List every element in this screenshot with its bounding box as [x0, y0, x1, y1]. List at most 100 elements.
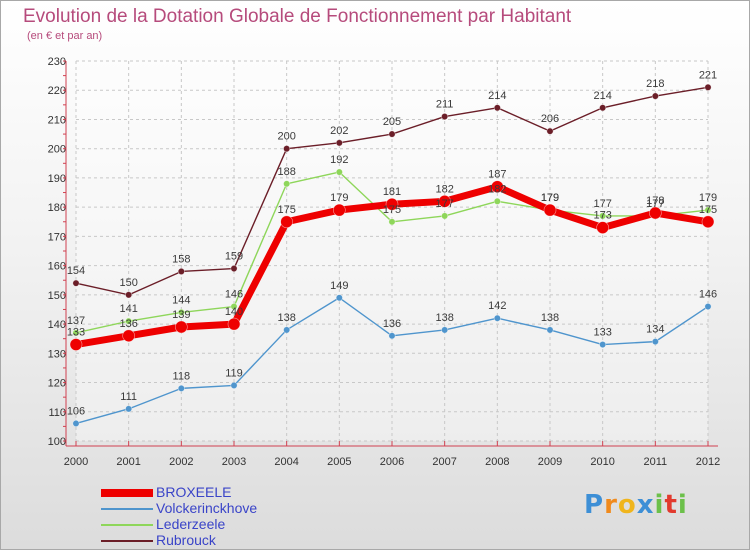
- data-point-rubrouck: [493, 104, 501, 112]
- x-tick-label: 2007: [432, 456, 456, 468]
- data-label-volckerinckhove: 138: [435, 312, 453, 324]
- x-tick-label: 2001: [116, 456, 140, 468]
- data-point-volckerinckhove: [441, 326, 449, 334]
- legend-label: Rubrouck: [156, 532, 216, 548]
- data-label-rubrouck: 214: [488, 90, 506, 102]
- data-point-rubrouck: [125, 291, 133, 299]
- data-label-volckerinckhove: 138: [277, 312, 295, 324]
- data-point-broxeele: [543, 203, 557, 217]
- data-label-lederzeele: 179: [541, 192, 559, 204]
- data-point-volckerinckhove: [230, 381, 238, 389]
- data-point-volckerinckhove: [177, 384, 185, 392]
- legend-label: BROXEELE: [156, 484, 232, 500]
- x-tick-label: 2000: [64, 456, 88, 468]
- data-label-rubrouck: 218: [646, 78, 664, 90]
- data-point-lederzeele: [177, 308, 185, 316]
- data-point-lederzeele: [441, 212, 449, 220]
- logo-letter: P: [584, 490, 605, 520]
- x-tick-label: 2008: [485, 456, 509, 468]
- data-point-rubrouck: [230, 265, 238, 273]
- data-point-volckerinckhove: [283, 326, 291, 334]
- data-label-lederzeele: 192: [330, 154, 348, 166]
- data-point-broxeele: [649, 206, 662, 220]
- data-point-rubrouck: [283, 145, 291, 153]
- data-label-rubrouck: 221: [699, 69, 717, 81]
- data-point-lederzeele: [599, 212, 607, 220]
- data-label-lederzeele: 141: [119, 303, 137, 315]
- data-point-lederzeele: [72, 329, 80, 337]
- y-tick-label: 230: [48, 56, 66, 68]
- data-point-broxeele: [333, 203, 346, 217]
- data-point-volckerinckhove: [335, 294, 343, 302]
- data-label-lederzeele: 182: [488, 183, 506, 195]
- data-point-lederzeele: [493, 197, 501, 205]
- data-point-rubrouck: [388, 130, 396, 138]
- data-point-broxeele: [227, 317, 241, 331]
- data-point-volckerinckhove: [388, 332, 396, 340]
- data-label-volckerinckhove: 146: [699, 289, 717, 301]
- data-point-rubrouck: [546, 127, 554, 135]
- y-tick-label: 210: [48, 114, 66, 126]
- data-point-rubrouck: [177, 267, 185, 275]
- y-tick-label: 220: [48, 85, 66, 97]
- y-tick-label: 160: [48, 261, 66, 273]
- data-point-broxeele: [280, 215, 293, 229]
- y-tick-label: 140: [48, 319, 66, 331]
- y-tick-label: 170: [48, 231, 66, 243]
- data-label-broxeele: 178: [646, 195, 664, 207]
- legend-label: Lederzeele: [156, 516, 226, 532]
- data-point-volckerinckhove: [599, 341, 607, 349]
- x-tick-label: 2004: [274, 456, 298, 468]
- logo-letter: t: [664, 490, 678, 520]
- legend-swatch: [101, 524, 153, 526]
- data-label-rubrouck: 154: [67, 265, 85, 277]
- data-label-broxeele: 187: [488, 169, 506, 181]
- data-label-lederzeele: 144: [172, 294, 190, 306]
- x-tick-label: 2006: [380, 456, 404, 468]
- data-label-rubrouck: 200: [277, 131, 295, 143]
- data-point-rubrouck: [651, 92, 659, 100]
- data-label-volckerinckhove: 136: [383, 318, 401, 330]
- data-label-volckerinckhove: 111: [120, 391, 137, 403]
- data-label-rubrouck: 158: [172, 253, 190, 265]
- data-label-rubrouck: 205: [383, 116, 401, 128]
- data-point-lederzeele: [283, 180, 291, 188]
- data-point-broxeele: [438, 195, 451, 208]
- y-tick-label: 150: [48, 290, 66, 302]
- y-tick-label: 200: [48, 144, 66, 156]
- data-label-rubrouck: 206: [541, 113, 559, 125]
- y-tick-label: 120: [48, 378, 66, 390]
- data-label-broxeele: 175: [277, 204, 295, 216]
- x-tick-label: 2005: [327, 456, 351, 468]
- data-point-volckerinckhove: [546, 326, 554, 334]
- data-label-volckerinckhove: 119: [225, 367, 243, 379]
- x-tick-label: 2010: [590, 456, 614, 468]
- data-label-rubrouck: 202: [330, 125, 348, 137]
- data-point-broxeele: [122, 329, 135, 343]
- data-label-lederzeele: 179: [699, 192, 717, 204]
- data-point-lederzeele: [230, 303, 238, 311]
- data-label-broxeele: 179: [541, 192, 559, 204]
- chart-title: Evolution de la Dotation Globale de Fonc…: [23, 6, 572, 27]
- data-label-broxeele: 175: [699, 204, 717, 216]
- data-label-volckerinckhove: 133: [593, 327, 611, 339]
- data-label-volckerinckhove: 142: [488, 300, 506, 312]
- y-tick-label: 180: [48, 202, 66, 214]
- data-point-rubrouck: [599, 104, 607, 112]
- data-label-rubrouck: 159: [225, 251, 243, 263]
- data-point-lederzeele: [704, 206, 712, 214]
- logo-letter: r: [604, 490, 618, 520]
- data-label-lederzeele: 188: [277, 166, 295, 178]
- data-point-rubrouck: [335, 139, 343, 147]
- logo-letter: i: [654, 490, 665, 520]
- data-point-volckerinckhove: [704, 303, 712, 311]
- data-label-broxeele: 133: [67, 327, 85, 339]
- proxiti-logo: Proxiti: [584, 490, 688, 520]
- x-tick-label: 2012: [696, 456, 720, 468]
- data-point-broxeele: [596, 221, 609, 234]
- x-tick-label: 2003: [222, 456, 246, 468]
- data-label-rubrouck: 211: [436, 99, 454, 111]
- data-label-broxeele: 140: [225, 306, 243, 318]
- y-tick-label: 190: [48, 173, 66, 185]
